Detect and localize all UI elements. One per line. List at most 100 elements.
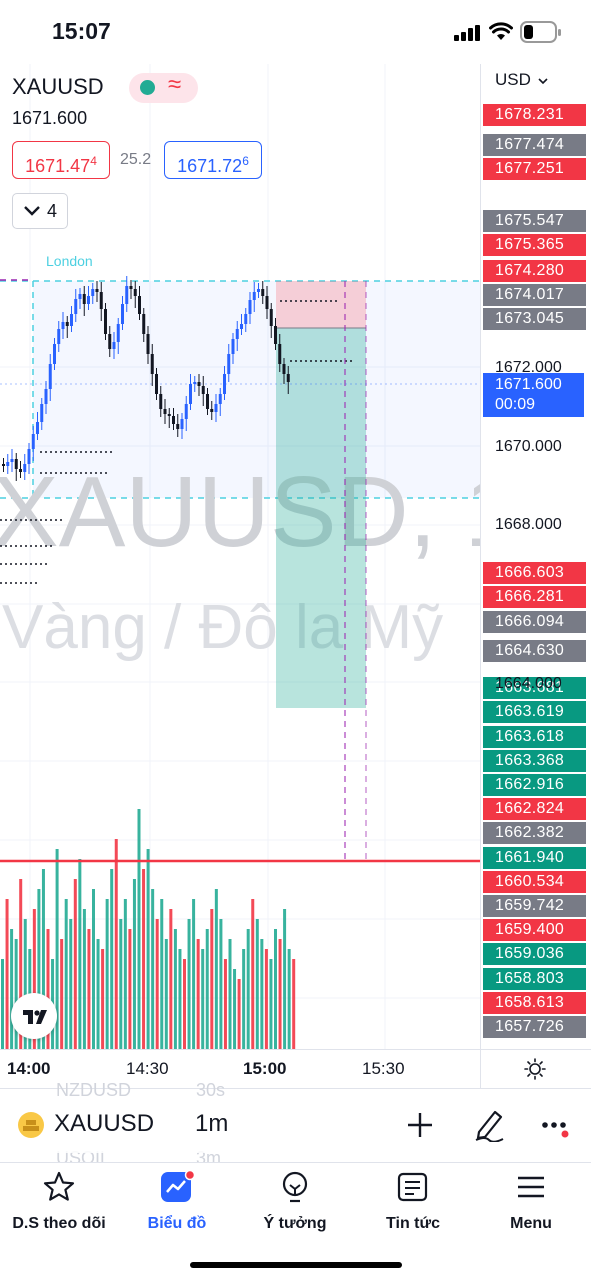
volume-bar: [278, 939, 282, 1049]
price-tag: 1674.017: [483, 283, 586, 306]
current-price-tag: 1671.600 00:09: [483, 373, 584, 417]
candle-body: [210, 409, 214, 412]
nav-chart[interactable]: Biểu đồ: [118, 1169, 236, 1233]
candle-body: [116, 324, 120, 342]
watermark-description: Vàng / Đô la Mỹ: [2, 593, 443, 662]
candle-body: [87, 296, 90, 304]
candle-body: [99, 292, 103, 309]
tradingview-logo[interactable]: [11, 993, 57, 1039]
candle-body: [265, 296, 269, 309]
candle-body: [214, 404, 218, 412]
chart-canvas[interactable]: XAUUSD, 1 Vàng / Đô la Mỹ London: [0, 64, 480, 1049]
candle-body: [104, 309, 107, 334]
volume-bar: [82, 909, 86, 1049]
candle-body: [184, 404, 188, 419]
lightbulb-icon: [282, 1171, 308, 1203]
candle-body: [61, 322, 65, 329]
price-tag: 1666.281: [483, 586, 586, 609]
price-tag: 1678.231: [483, 104, 586, 126]
volume-bar: [96, 939, 100, 1049]
nav-menu[interactable]: Menu: [472, 1170, 590, 1233]
volume-bar: [292, 959, 296, 1049]
candle-body: [261, 289, 265, 296]
nav-label: Tin tức: [386, 1215, 440, 1232]
candle-body: [227, 354, 231, 374]
plus-icon[interactable]: [405, 1110, 435, 1140]
nav-news[interactable]: Tin tức: [354, 1170, 472, 1233]
position-stop-zone: [276, 281, 366, 328]
candle-body: [150, 354, 154, 374]
volume-bar: [173, 929, 177, 1049]
ghost-symbol: NZDUSD: [56, 1080, 131, 1100]
symbol-title[interactable]: XAUUSD: [12, 74, 104, 99]
buy-price-pipette: 6: [242, 154, 249, 168]
volume-bar: [92, 889, 95, 1049]
more-options-icon[interactable]: [541, 1115, 571, 1139]
candle-body: [146, 334, 150, 354]
chart-plot[interactable]: XAUUSD, 1 Vàng / Đô la Mỹ: [0, 64, 480, 1049]
candle-body: [91, 289, 95, 296]
volume-bar: [210, 909, 214, 1049]
price-tag: 1662.824: [483, 798, 586, 821]
candle-body: [108, 334, 112, 349]
volume-bar: [137, 809, 141, 1049]
price-tag: 1666.094: [483, 610, 586, 633]
nav-watchlist[interactable]: D.S theo dõi: [0, 1170, 118, 1233]
spread-value: 25.2: [120, 151, 152, 168]
toolbar-interval[interactable]: 1m: [195, 1110, 229, 1137]
last-price: 1671.600: [12, 108, 88, 128]
indicators-toggle-button[interactable]: 4: [12, 193, 68, 229]
toolbar-symbol[interactable]: XAUUSD: [54, 1110, 155, 1137]
candle-body: [95, 289, 99, 292]
volume-bar: [192, 899, 196, 1049]
time-label: 15:30: [362, 1059, 405, 1078]
axis-corner: [480, 1049, 591, 1088]
price-tag: 1662.916: [483, 774, 586, 797]
time-axis[interactable]: 14:00 14:30 15:00 15:30: [0, 1049, 480, 1088]
candles: [2, 276, 290, 481]
candle-body: [53, 344, 56, 364]
battery-icon: [520, 21, 561, 43]
time-label: 15:00: [243, 1059, 287, 1078]
volume-bars: [1, 809, 296, 1049]
sun-settings-icon[interactable]: [524, 1058, 546, 1080]
candle-body: [286, 374, 290, 382]
bottom-navigation: [0, 1162, 591, 1281]
price-label: 1670.000: [495, 438, 562, 455]
volume-bar: [60, 939, 64, 1049]
drawing-pen-icon[interactable]: [473, 1106, 507, 1142]
price-tag: 1662.382: [483, 822, 586, 845]
price-tag: 1664.630: [483, 639, 586, 662]
nav-ideas[interactable]: Ý tưởng: [236, 1170, 354, 1233]
price-label: 1664.000: [495, 675, 562, 692]
volume-bar: [46, 929, 50, 1049]
london-session-box: [33, 281, 480, 498]
candle-body: [167, 414, 171, 416]
candle-body: [159, 394, 163, 409]
volume-bar: [146, 849, 150, 1049]
buy-button[interactable]: 1671.726: [164, 141, 262, 179]
volume-bar: [164, 939, 168, 1049]
currency-selector[interactable]: USD: [495, 70, 548, 90]
volume-bar: [32, 909, 36, 1049]
price-tag: 1663.368: [483, 749, 586, 772]
price-tag: 1674.280: [483, 259, 586, 282]
candle-body: [14, 459, 18, 469]
volume-bar: [264, 949, 268, 1049]
candle-body: [40, 404, 44, 422]
volume-bar: [151, 889, 155, 1049]
candle-body: [223, 374, 226, 394]
time-label: 14:30: [126, 1059, 169, 1078]
watermark-symbol: XAUUSD, 1: [0, 456, 480, 568]
sell-button[interactable]: 1671.474: [12, 141, 110, 179]
candle-body: [278, 344, 282, 364]
price-tag: 1659.400: [483, 919, 586, 942]
session-label: London: [46, 253, 93, 269]
price-axis[interactable]: USD 1678.231 1677.474 1677.251 1675.547 1675…: [480, 64, 591, 1049]
volume-bar: [205, 929, 209, 1049]
candle-body: [6, 462, 10, 466]
price-tag: 1677.251: [483, 158, 586, 181]
time-label: 14:00: [7, 1059, 51, 1078]
candle-body: [121, 304, 124, 324]
volume-bar: [78, 859, 82, 1049]
